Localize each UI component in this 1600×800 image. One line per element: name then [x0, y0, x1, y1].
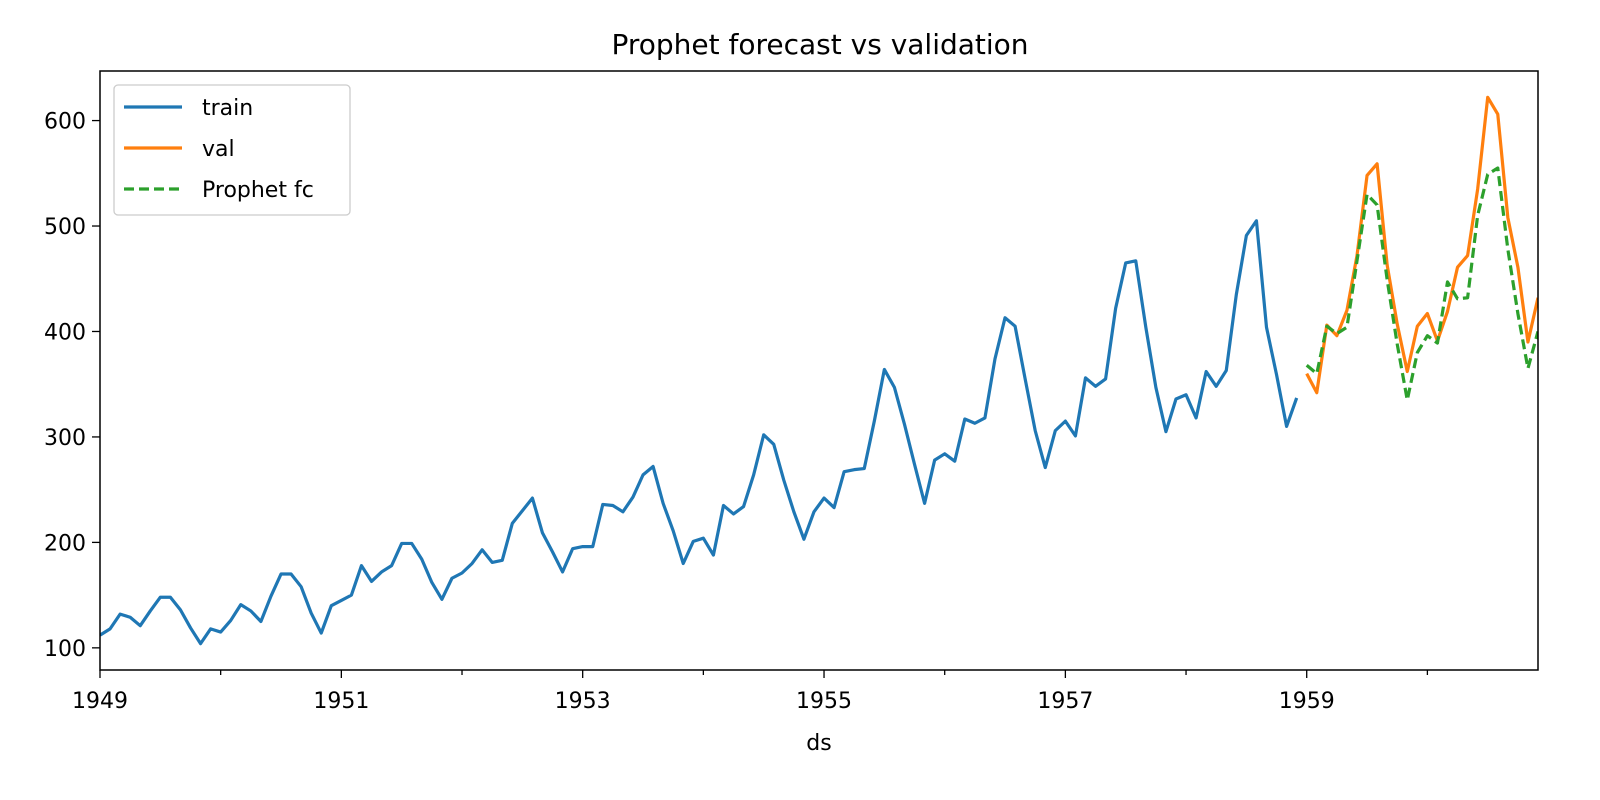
plot-frame [99, 70, 1539, 671]
y-tick-label-600: 600 [44, 110, 86, 135]
y-axis: 100 200 300 400 500 600 [44, 110, 100, 662]
series-line-val [1305, 95, 1538, 395]
x-tick-label-1955: 1955 [796, 689, 852, 714]
x-axis: 1949 1951 1953 1955 1957 1959 [72, 670, 1429, 714]
series-line-prophet-fc [1305, 166, 1538, 402]
legend-box [113, 84, 351, 216]
y-tick-label-200: 200 [44, 531, 86, 556]
legend: train val Prophet fc [113, 84, 351, 216]
legend-label-train: train [202, 96, 253, 121]
x-tick-label-1949: 1949 [72, 689, 128, 714]
x-tick-label-1953: 1953 [555, 689, 611, 714]
series-line-train [100, 219, 1299, 646]
x-tick-label-1951: 1951 [313, 689, 369, 714]
y-tick-label-100: 100 [44, 637, 86, 662]
legend-label-prophet-fc: Prophet fc [202, 178, 314, 203]
series-layer [100, 95, 1538, 646]
x-axis-title: ds [806, 731, 831, 756]
y-tick-label-500: 500 [44, 215, 86, 240]
y-tick-label-400: 400 [44, 320, 86, 345]
y-tick-label-300: 300 [44, 426, 86, 451]
x-tick-label-1959: 1959 [1279, 689, 1335, 714]
legend-label-val: val [202, 137, 235, 162]
x-tick-label-1957: 1957 [1037, 689, 1093, 714]
chart-title: Prophet forecast vs validation [611, 28, 1028, 61]
